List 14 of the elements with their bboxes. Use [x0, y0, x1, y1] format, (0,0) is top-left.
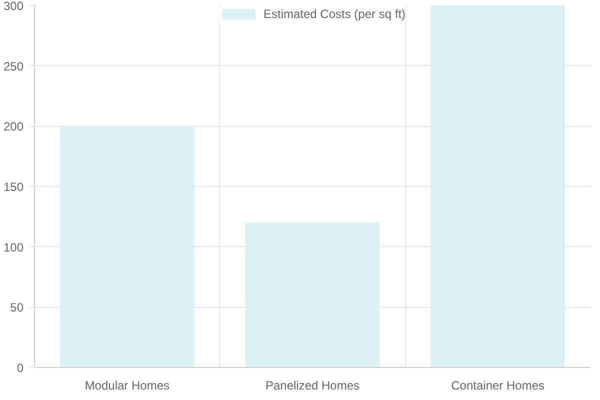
bar: [60, 126, 194, 368]
y-tick-label: 200: [3, 120, 24, 134]
y-tick-label: 300: [3, 0, 24, 13]
x-tick-label: Panelized Homes: [265, 378, 360, 392]
y-tick-label: 50: [10, 300, 24, 315]
y-tick-label: 250: [3, 59, 24, 74]
bar: [430, 6, 566, 368]
x-tick-label: Container Homes: [451, 378, 545, 392]
bar: [245, 222, 380, 368]
x-tick-label: Modular Homes: [84, 378, 170, 392]
y-tick-label: 150: [3, 180, 24, 194]
y-tick-label: 100: [3, 240, 24, 254]
y-tick-label: 0: [16, 361, 24, 375]
legend-label: Estimated Costs (per sq ft): [263, 7, 406, 21]
